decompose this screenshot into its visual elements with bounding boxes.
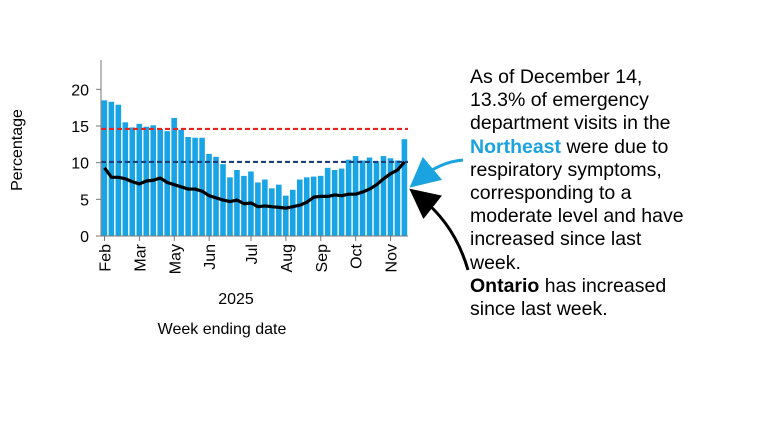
x-tick-label: Nov bbox=[384, 244, 401, 272]
bar bbox=[303, 177, 310, 236]
bar bbox=[185, 137, 191, 236]
annotation-line: Northeast were due to bbox=[470, 136, 684, 159]
arrow bbox=[409, 156, 464, 188]
bar bbox=[373, 161, 380, 236]
bar bbox=[227, 177, 233, 236]
y-tick-label: 10 bbox=[71, 156, 89, 173]
bar bbox=[289, 189, 296, 236]
annotation-text: were due to bbox=[561, 135, 669, 158]
y-axis-title: Percentage bbox=[9, 109, 26, 191]
annotation-text: department visits in the bbox=[470, 112, 671, 135]
bar bbox=[380, 156, 387, 236]
bar bbox=[136, 123, 143, 236]
annotation-line: week. bbox=[470, 252, 684, 275]
bar bbox=[171, 117, 177, 236]
bar bbox=[317, 175, 324, 236]
annotation-text: corresponding to a bbox=[470, 182, 632, 205]
annotation-text: has increased bbox=[539, 274, 667, 297]
bar bbox=[352, 156, 359, 236]
bar bbox=[345, 159, 352, 236]
bar bbox=[387, 158, 394, 236]
arrow bbox=[409, 188, 470, 271]
bar bbox=[241, 175, 247, 236]
x-tick-label: Mar bbox=[132, 243, 149, 271]
bar bbox=[269, 188, 275, 236]
x-tick-label: May bbox=[167, 244, 184, 274]
bar bbox=[394, 160, 401, 236]
annotation-text: respiratory symptoms, bbox=[470, 158, 662, 181]
x-tick-label: Jul bbox=[244, 244, 261, 264]
annotation: As of December 14, 13.3% of emergency depa… bbox=[470, 66, 684, 321]
annotation-text: moderate level and have bbox=[470, 205, 684, 228]
annotation-line: department visits in the bbox=[470, 112, 684, 135]
bar bbox=[115, 104, 122, 236]
annotation-text: increased since last bbox=[470, 228, 642, 251]
annotation-text: As of December 14, bbox=[470, 66, 643, 88]
annotation-line: As of December 14, bbox=[470, 66, 684, 89]
annotation-line: respiratory symptoms, bbox=[470, 159, 684, 182]
bar bbox=[331, 170, 338, 236]
x-tick-label: Feb bbox=[97, 244, 114, 272]
y-tick-label: 0 bbox=[80, 229, 89, 246]
annotation-line: moderate level and have bbox=[470, 205, 684, 228]
line bbox=[103, 160, 406, 210]
annotation-line: increased since last bbox=[470, 228, 684, 251]
x-tick-label: Jun bbox=[202, 244, 219, 270]
bar bbox=[359, 160, 366, 236]
annotation-line: since last week. bbox=[470, 298, 684, 321]
x-tick-label: Sep bbox=[314, 244, 331, 273]
y-tick-label: 15 bbox=[71, 119, 89, 136]
bar bbox=[178, 129, 184, 236]
bar bbox=[199, 137, 205, 236]
annotation-text: Northeast bbox=[470, 135, 562, 158]
bar bbox=[192, 137, 198, 236]
annotation-text: week. bbox=[470, 251, 521, 274]
annotation-line: 13.3% of emergency bbox=[470, 89, 684, 112]
bar bbox=[255, 182, 261, 236]
bar bbox=[366, 157, 373, 236]
x-axis-title: Week ending date bbox=[158, 321, 287, 338]
x-axis-year: 2025 bbox=[218, 291, 254, 308]
annotation-line: corresponding to a bbox=[470, 182, 684, 205]
bar bbox=[310, 176, 317, 236]
bar bbox=[324, 167, 331, 236]
annotation-text: 13.3% of emergency bbox=[470, 89, 649, 112]
bar bbox=[108, 101, 115, 236]
bar bbox=[296, 179, 303, 236]
x-tick-label: Aug bbox=[279, 244, 296, 272]
annotation-text: since last week. bbox=[470, 298, 608, 321]
bar bbox=[401, 139, 408, 236]
bar bbox=[276, 184, 282, 236]
bar bbox=[338, 168, 345, 236]
bar bbox=[157, 128, 163, 236]
x-tick-label: Oct bbox=[349, 243, 366, 268]
y-tick-label: 5 bbox=[80, 192, 89, 209]
plot: 0 5 10 15 20 Feb Mar May Jun Jul Aug Sep Oct Nov bbox=[71, 60, 408, 274]
bar bbox=[283, 195, 289, 236]
annotation-text: Ontario bbox=[470, 274, 540, 297]
bar bbox=[262, 179, 268, 236]
bar bbox=[234, 170, 240, 236]
annotation-line: Ontario has increased bbox=[470, 275, 684, 298]
y-tick-label: 20 bbox=[71, 82, 89, 99]
